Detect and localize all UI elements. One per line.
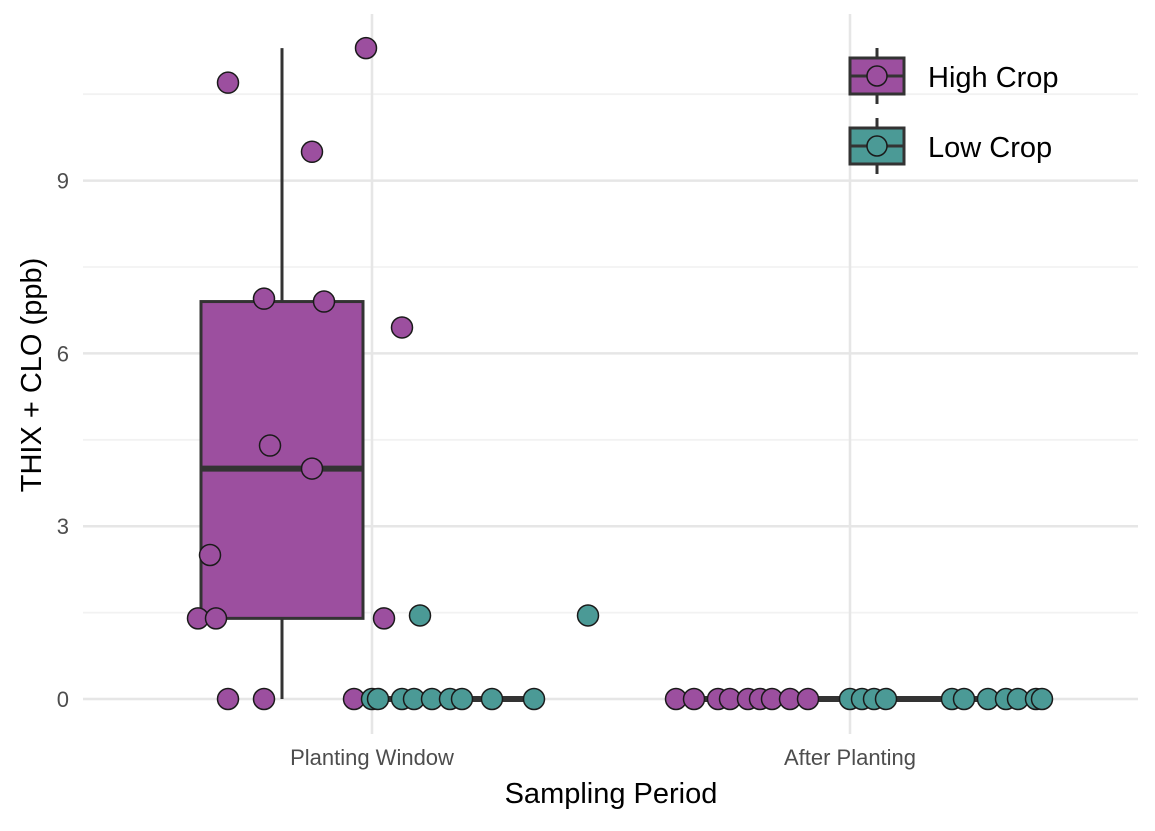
x-axis-title: Sampling Period <box>505 778 718 810</box>
data-point <box>576 604 600 627</box>
data-point <box>796 687 820 711</box>
y-tick-label: 0 <box>57 687 69 712</box>
y-axis-title: THIX + CLO (ppb) <box>16 258 48 493</box>
x-tick-label: After Planting <box>784 745 916 770</box>
y-tick-label: 9 <box>57 169 69 194</box>
data-point <box>682 687 706 711</box>
data-point <box>952 687 976 711</box>
data-point <box>216 687 240 711</box>
legend-label-high-crop: High Crop <box>928 62 1059 94</box>
data-point <box>204 607 228 630</box>
legend-key-high-crop <box>848 48 906 104</box>
data-point <box>372 607 396 630</box>
legend-key-low-crop <box>848 118 906 174</box>
boxes <box>199 48 1021 702</box>
data-point <box>258 434 282 457</box>
legend-label-low-crop: Low Crop <box>928 132 1052 164</box>
data-point <box>198 543 222 567</box>
axis-ticks: 0 3 6 9 Planting Window After Planting <box>57 169 916 770</box>
box-body <box>199 300 365 620</box>
y-tick-label: 6 <box>57 341 69 366</box>
data-point <box>874 687 898 711</box>
data-point <box>312 290 336 313</box>
data-point <box>252 687 276 711</box>
data-point <box>1030 687 1054 711</box>
data-point <box>216 71 240 94</box>
box-high-crop <box>199 48 365 699</box>
data-point <box>480 687 504 711</box>
data-point <box>300 457 324 480</box>
legend: High Crop Low Crop <box>848 48 1059 174</box>
x-tick-label: Planting Window <box>290 745 454 770</box>
data-point <box>450 687 474 711</box>
data-point <box>522 687 546 711</box>
data-points <box>186 36 1054 711</box>
data-point <box>354 36 378 60</box>
y-tick-label: 3 <box>57 514 69 539</box>
data-point <box>300 140 324 164</box>
data-point <box>408 604 432 627</box>
data-point <box>252 287 276 310</box>
data-point <box>366 687 390 711</box>
data-point <box>390 316 414 339</box>
